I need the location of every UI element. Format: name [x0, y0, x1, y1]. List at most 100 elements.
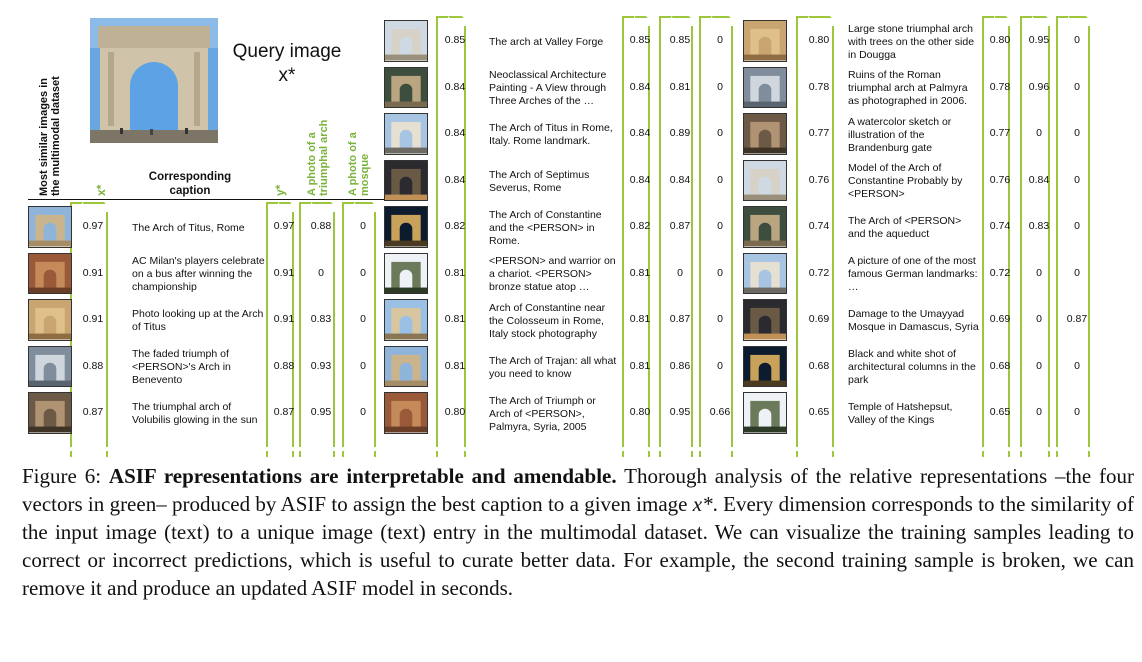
dataset-image-thumbnail: [28, 392, 72, 434]
caption-text: Arch of Constantine near the Colosseum i…: [489, 299, 619, 344]
figure-caption: Figure 6: ASIF representations are inter…: [22, 462, 1134, 602]
mosque-score: 0: [717, 220, 723, 233]
vector-column-m-slant: [711, 16, 740, 28]
caption-text: Damage to the Umayyad Mosque in Damascus…: [848, 299, 981, 344]
vector-column-y-dash: [622, 440, 624, 457]
dataset-image-thumbnail: [28, 206, 72, 248]
dataset-image-thumbnail: [384, 206, 428, 248]
mosque-score: 0: [1074, 80, 1080, 93]
table-row: [384, 297, 385, 298]
y-star-score: 0.72: [989, 266, 1011, 279]
dataset-image-thumbnail: [743, 252, 787, 294]
caption-text: The triumphal arch of Volubilis glowing …: [132, 392, 267, 437]
x-star-score: 0.77: [808, 127, 830, 140]
caption-text-inner: Photo looking up at the Arch of Titus: [132, 308, 264, 334]
arch-thumbnail-photo: [744, 346, 786, 386]
vector-column-x-slant: [808, 16, 841, 28]
arch-thumbnail-photo: [385, 393, 427, 433]
arch-thumbnail-photo: [744, 67, 786, 107]
dataset-image-thumbnail: [384, 66, 428, 108]
caption-text: Photo looking up at the Arch of Titus: [132, 299, 267, 344]
caption-text: The Arch of Constantine and the <PERSON>…: [489, 206, 619, 251]
vector-column-m-slant: [354, 202, 383, 214]
caption-text: AC Milan's players celebrate on a bus af…: [132, 253, 267, 298]
caption-text: The Arch of Trajan: all what you need to…: [489, 346, 619, 391]
caption-text-inner: Model of the Arch of Constantine Probabl…: [848, 162, 963, 201]
caption-text2: . Every dimension corresponds to the sim…: [22, 492, 1134, 600]
dataset-image-thumbnail: [384, 20, 428, 62]
y-star-score: 0.74: [989, 220, 1011, 233]
caption-text-inner: Black and white shot of architectural co…: [848, 348, 976, 387]
y-star-score: 0.81: [629, 266, 651, 279]
caption-text: <PERSON> and warrior on a chariot. <PERS…: [489, 253, 619, 298]
query-arch-photo: [90, 18, 218, 143]
y-star-score: 0.87: [273, 406, 295, 419]
mosque-score: 0: [1074, 359, 1080, 372]
vector-column-m-dash: [699, 440, 701, 457]
triumphal-arch-score: 0: [318, 266, 324, 279]
x-star-score: 0.84: [444, 127, 466, 140]
caption-text: The Arch of Titus, Rome: [132, 206, 267, 251]
table-row: [384, 111, 385, 112]
dataset-image-thumbnail: [743, 299, 787, 341]
mosque-score: 0: [360, 220, 366, 233]
caption-text: The arch at Valley Forge: [489, 20, 619, 65]
table-row: [743, 251, 744, 252]
x-star-score: 0.91: [82, 313, 104, 326]
table-row: [384, 65, 385, 66]
arch-thumbnail-photo: [385, 253, 427, 293]
arch-thumbnail-photo: [744, 114, 786, 154]
vector-column-m-notch: [342, 202, 354, 204]
mosque-score: 0: [717, 127, 723, 140]
caption-text: The Arch of Triumph or Arch of <PERSON>,…: [489, 392, 619, 437]
triumphal-arch-score: 0.86: [669, 359, 691, 372]
triumphal-arch-score: 0.96: [1028, 80, 1050, 93]
arch-thumbnail-photo: [29, 207, 71, 247]
x-star-score: 0.81: [444, 359, 466, 372]
caption-text-inner: The Arch of Constantine and the <PERSON>…: [489, 208, 602, 247]
table-row: [743, 158, 744, 159]
x-star-score: 0.80: [808, 34, 830, 47]
caption-text-inner: Large stone triumphal arch with trees on…: [848, 22, 975, 61]
arch-thumbnail-photo: [29, 393, 71, 433]
x-star-score: 0.81: [444, 313, 466, 326]
table-row: [384, 204, 385, 205]
dataset-image-thumbnail: [384, 299, 428, 341]
x-star-score: 0.82: [444, 220, 466, 233]
vector-column-y: [266, 202, 282, 441]
y-star-score: 0.76: [989, 173, 1011, 186]
mosque-score: 0: [717, 359, 723, 372]
table-row: [384, 18, 385, 19]
vector-column-t-notch: [1020, 16, 1032, 18]
dataset-image-thumbnail: [743, 113, 787, 155]
arch-thumbnail-photo: [744, 253, 786, 293]
x-star-score: 0.80: [444, 406, 466, 419]
x-star-score: 0.87: [82, 406, 104, 419]
caption-text-inner: The Arch of Trajan: all what you need to…: [489, 354, 617, 380]
vector-column-m: [1056, 16, 1072, 441]
mosque-score: 0.66: [709, 406, 731, 419]
arch-thumbnail-photo: [29, 253, 71, 293]
table-row: [384, 390, 385, 391]
caption-text: Black and white shot of architectural co…: [848, 346, 981, 391]
y-star-score: 0.68: [989, 359, 1011, 372]
vector-column-m-right: [1088, 26, 1090, 441]
x-star-score: 0.76: [808, 173, 830, 186]
mosque-score: 0: [360, 359, 366, 372]
header-mosque: A photo of a mosque: [347, 132, 371, 196]
caption-text-inner: Arch of Constantine near the Colosseum i…: [489, 301, 606, 340]
table-row: [384, 251, 385, 252]
arch-thumbnail-photo: [744, 207, 786, 247]
dataset-image-thumbnail: [384, 392, 428, 434]
y-star-score: 0.91: [273, 313, 295, 326]
table-row: [743, 18, 744, 19]
triumphal-arch-score: 0.87: [669, 313, 691, 326]
dataset-image-thumbnail: [384, 252, 428, 294]
arch-thumbnail-photo: [744, 300, 786, 340]
x-star-score: 0.78: [808, 80, 830, 93]
dataset-image-thumbnail: [743, 159, 787, 201]
caption-text-inner: Ruins of the Roman triumphal arch at Pal…: [848, 69, 968, 108]
vector-column-x-right: [106, 212, 108, 441]
triumphal-arch-score: 0: [1036, 313, 1042, 326]
table-row: [743, 344, 744, 345]
